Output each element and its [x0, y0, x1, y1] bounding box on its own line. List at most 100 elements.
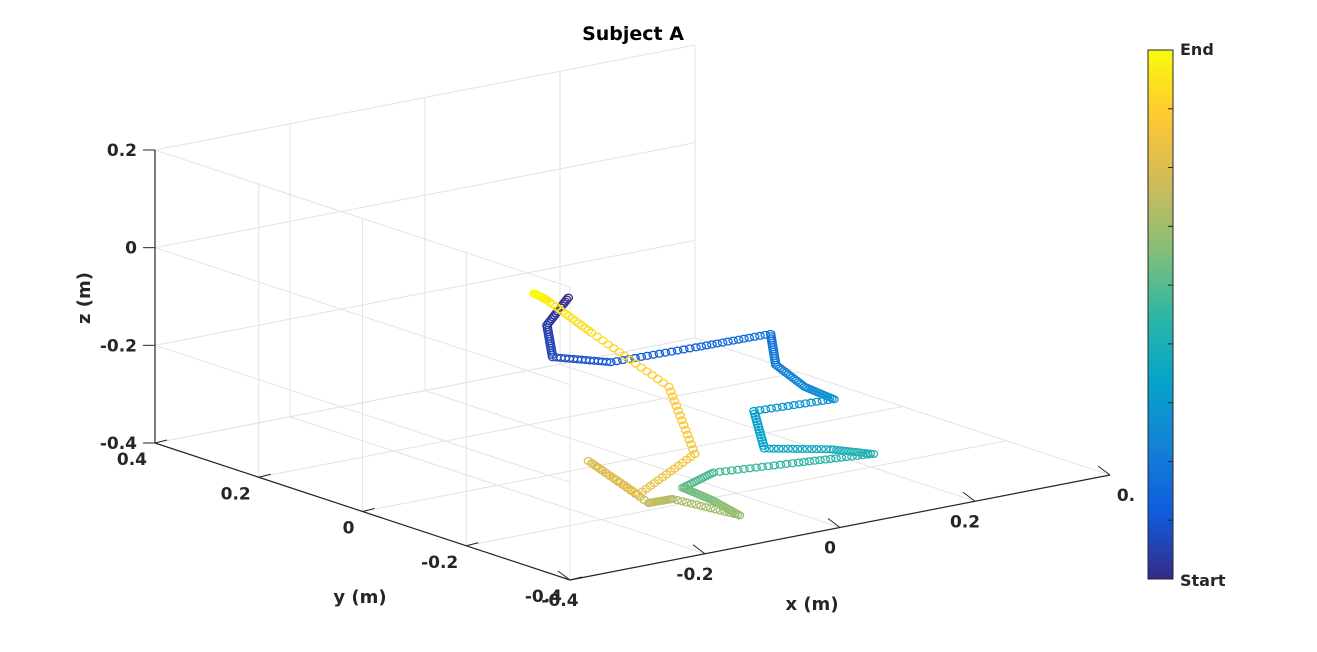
trajectory-point: [684, 344, 695, 353]
colorbar-max-label: End: [1180, 40, 1214, 59]
trajectory-point: [811, 397, 822, 406]
trajectory-point: [564, 312, 574, 321]
grid-line: [154, 149, 571, 288]
trajectory-point: [678, 345, 689, 354]
trajectory-point: [665, 387, 676, 396]
y-tick-mark: [466, 542, 479, 547]
trajectory-point: [710, 505, 721, 514]
x-tick-label: 0: [824, 539, 836, 559]
trajectory-point: [755, 331, 765, 340]
trajectory-point: [611, 357, 622, 366]
trajectory-point: [823, 396, 834, 405]
trajectory-point: [857, 451, 868, 460]
trajectory-point: [573, 319, 584, 328]
trajectory-point: [548, 300, 558, 309]
trajectory-point: [806, 445, 817, 454]
trajectory-point: [677, 497, 687, 506]
trajectory-point: [783, 401, 794, 410]
x-tick-label: -0.4: [541, 591, 578, 611]
trajectory-point: [775, 460, 786, 469]
trajectory-point: [672, 346, 683, 355]
trajectory-point: [787, 444, 798, 453]
trajectory-point: [652, 375, 663, 384]
trajectory-point: [806, 398, 816, 407]
x-tick-mark: [962, 491, 976, 502]
trajectory-point: [749, 332, 760, 341]
trajectory-point: [681, 498, 692, 507]
trajectory-point: [717, 338, 728, 347]
trajectory-point: [852, 451, 863, 460]
y-tick-label: -0.4: [525, 587, 562, 607]
trajectory-point: [804, 457, 815, 466]
z-tick-label: 0.2: [107, 141, 137, 161]
trajectory-point: [781, 459, 792, 469]
trajectory-point: [725, 508, 735, 518]
trajectory-point: [820, 455, 831, 464]
trajectory-point: [816, 445, 827, 454]
trajectory-point: [560, 309, 571, 318]
y-tick-mark: [569, 576, 583, 581]
trajectory-point: [817, 396, 828, 405]
colorbar-min-label: Start: [1180, 571, 1226, 590]
trajectory-point: [577, 321, 587, 330]
trajectory-point: [771, 403, 782, 412]
trajectory-point: [654, 349, 665, 358]
trajectory-point: [787, 459, 798, 468]
grid-lines: [154, 44, 1111, 581]
trajectory-point: [601, 357, 612, 366]
grid-line: [154, 142, 696, 249]
grid-line: [362, 406, 903, 512]
trajectory-point: [529, 289, 539, 298]
trajectory-point: [769, 461, 780, 470]
trajectory-point: [660, 348, 671, 357]
trajectory-point: [863, 450, 873, 459]
trajectory-point: [868, 449, 879, 459]
trajectory-point: [689, 449, 700, 458]
z-tick-label: -0.4: [100, 434, 137, 454]
grid-line: [154, 344, 571, 483]
trajectory-point: [666, 347, 677, 356]
trajectory-point: [701, 503, 711, 512]
y-tick-mark: [258, 473, 271, 478]
trajectory-point: [766, 404, 776, 413]
trajectory-point: [701, 341, 712, 350]
trajectory-point: [769, 444, 779, 453]
trajectory-point: [680, 425, 691, 434]
x-tick-label: -0.2: [676, 565, 713, 585]
trajectory-point: [739, 334, 749, 343]
trajectory-point: [745, 464, 755, 473]
trajectory-point: [729, 510, 740, 519]
trajectory-point: [608, 344, 619, 353]
trajectory-point: [809, 456, 820, 465]
trajectory-point: [676, 416, 687, 425]
trajectory-point: [667, 392, 678, 401]
z-axis-label: z (m): [74, 272, 95, 324]
trajectory-point: [793, 458, 804, 467]
trajectory-point: [783, 444, 793, 453]
trajectory-point: [815, 456, 825, 465]
trajectory-point: [734, 511, 745, 520]
y-tick-mark: [154, 439, 168, 444]
x-tick-label: 0.: [1117, 486, 1135, 506]
trajectory-point: [580, 324, 590, 333]
trajectory-point: [642, 351, 653, 360]
trajectory-point: [691, 500, 702, 509]
trajectory-point: [773, 444, 784, 453]
trajectory-point: [777, 402, 788, 411]
trajectory-point: [686, 440, 696, 449]
trajectory-points: [529, 289, 879, 520]
y-tick-label: -0.2: [421, 553, 458, 573]
x-tick-label: 0.2: [950, 512, 980, 532]
axes-box: [143, 149, 1111, 581]
trajectory-point: [567, 314, 578, 323]
trajectory-point: [682, 430, 693, 439]
trajectory-point: [648, 350, 659, 359]
trajectory-point: [636, 363, 647, 372]
y-tick-label: 0: [343, 519, 355, 539]
trajectory-point: [592, 332, 602, 341]
trajectory-point: [696, 501, 707, 510]
trajectory-point: [763, 462, 774, 471]
chart-title: Subject A: [582, 23, 684, 45]
trajectory-point: [789, 401, 799, 410]
